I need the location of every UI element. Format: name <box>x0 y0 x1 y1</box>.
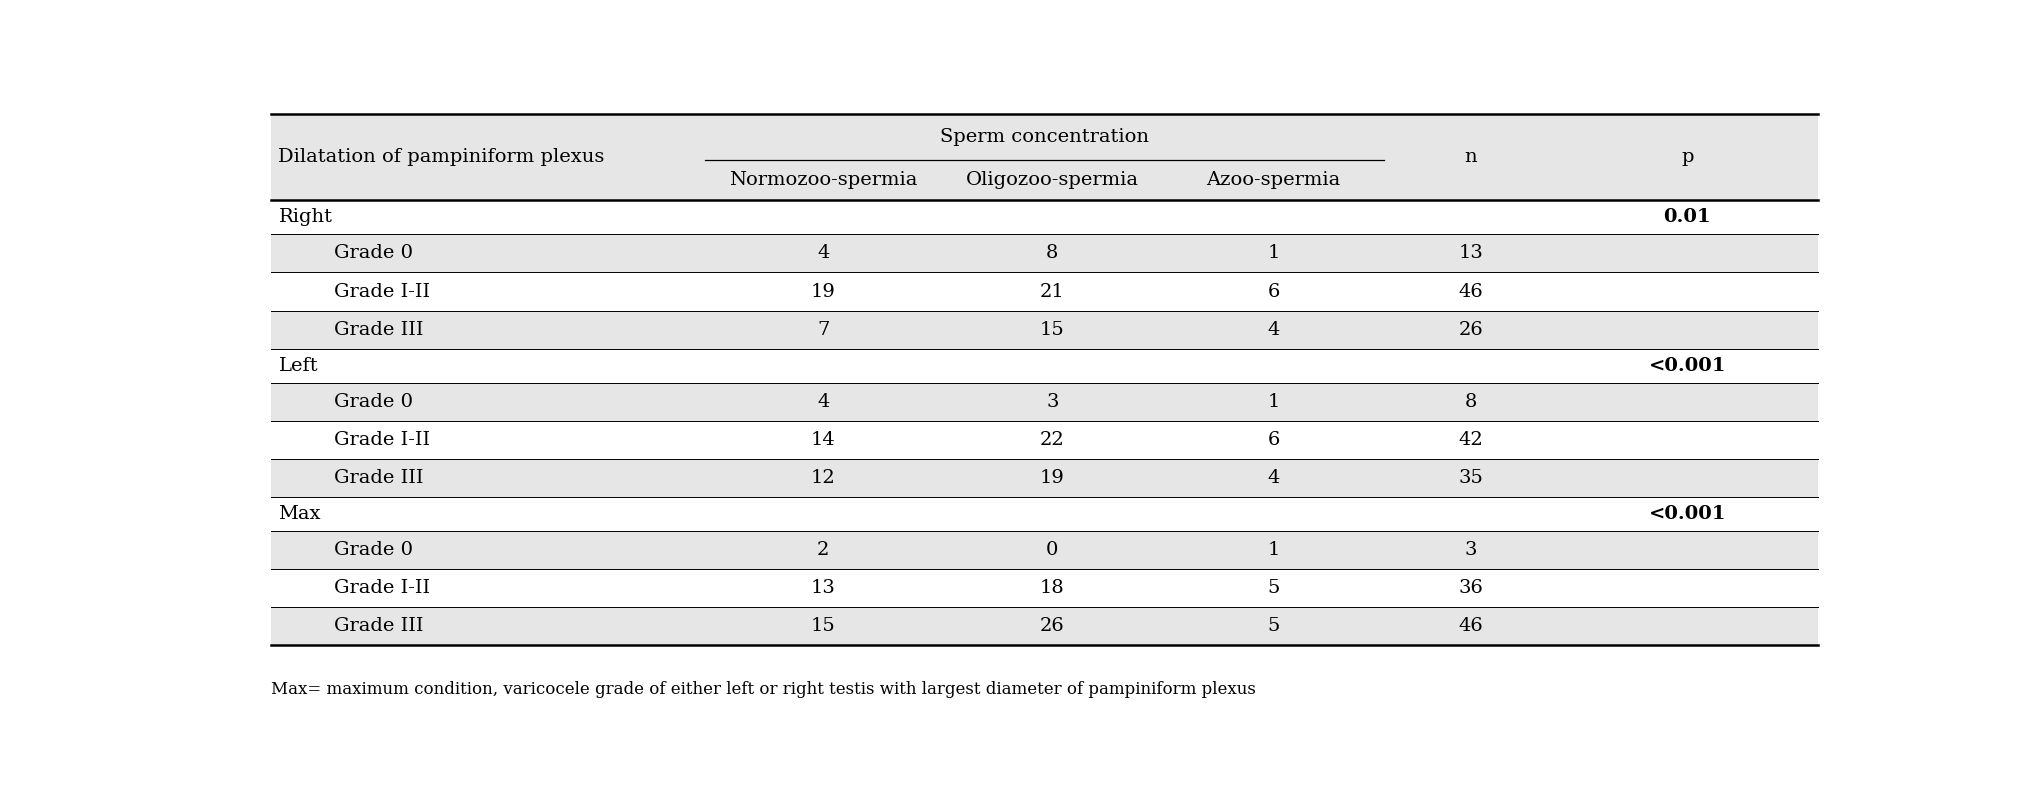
Text: Max= maximum condition, varicocele grade of either left or right testis with lar: Max= maximum condition, varicocele grade… <box>271 681 1255 698</box>
Text: 7: 7 <box>817 320 829 339</box>
Text: Grade 0: Grade 0 <box>334 541 414 559</box>
Text: Grade 0: Grade 0 <box>334 392 414 411</box>
Text: 1: 1 <box>1268 244 1280 262</box>
Text: 5: 5 <box>1268 579 1280 597</box>
Bar <box>271 348 1818 383</box>
Text: Grade III: Grade III <box>334 320 424 339</box>
Text: p: p <box>1681 149 1694 166</box>
Text: 22: 22 <box>1039 431 1064 449</box>
Text: Grade 0: Grade 0 <box>334 244 414 262</box>
Text: 19: 19 <box>1039 469 1064 487</box>
Text: Grade III: Grade III <box>334 617 424 635</box>
Bar <box>271 607 1818 646</box>
Bar <box>271 569 1818 607</box>
Text: Max: Max <box>279 505 320 523</box>
Text: 6: 6 <box>1268 431 1280 449</box>
Text: 4: 4 <box>817 244 829 262</box>
Bar <box>271 421 1818 459</box>
Text: Azoo-spermia: Azoo-spermia <box>1206 172 1341 189</box>
Bar <box>271 531 1818 569</box>
Text: 5: 5 <box>1268 617 1280 635</box>
Text: Oligozoo-spermia: Oligozoo-spermia <box>966 172 1139 189</box>
Bar <box>271 497 1818 531</box>
Bar <box>271 234 1818 272</box>
Text: 46: 46 <box>1459 617 1484 635</box>
Text: 21: 21 <box>1039 283 1064 300</box>
Text: Left: Left <box>279 356 318 375</box>
Text: Dilatation of pampiniform plexus: Dilatation of pampiniform plexus <box>279 149 605 166</box>
Bar <box>271 459 1818 497</box>
Text: Right: Right <box>279 209 332 226</box>
Text: 12: 12 <box>811 469 836 487</box>
Text: 3: 3 <box>1045 392 1058 411</box>
Bar <box>271 311 1818 348</box>
Bar <box>271 161 1818 201</box>
Text: 13: 13 <box>811 579 836 597</box>
Text: 15: 15 <box>1039 320 1064 339</box>
Text: Grade I-II: Grade I-II <box>334 283 430 300</box>
Text: 42: 42 <box>1459 431 1484 449</box>
Text: 26: 26 <box>1039 617 1064 635</box>
Text: 2: 2 <box>817 541 829 559</box>
Text: 35: 35 <box>1459 469 1484 487</box>
Text: 3: 3 <box>1465 541 1478 559</box>
Text: <0.001: <0.001 <box>1649 505 1726 523</box>
Bar <box>271 201 1818 234</box>
Text: 15: 15 <box>811 617 836 635</box>
Text: Grade III: Grade III <box>334 469 424 487</box>
Text: 1: 1 <box>1268 392 1280 411</box>
Text: 1: 1 <box>1268 541 1280 559</box>
Text: 4: 4 <box>817 392 829 411</box>
Text: 0: 0 <box>1045 541 1058 559</box>
Text: Grade I-II: Grade I-II <box>334 579 430 597</box>
Text: 13: 13 <box>1459 244 1484 262</box>
Text: 4: 4 <box>1268 469 1280 487</box>
Text: <0.001: <0.001 <box>1649 356 1726 375</box>
Text: n: n <box>1465 149 1478 166</box>
Text: 26: 26 <box>1459 320 1484 339</box>
Text: 4: 4 <box>1268 320 1280 339</box>
Text: 8: 8 <box>1045 244 1058 262</box>
Text: 36: 36 <box>1459 579 1484 597</box>
Text: 14: 14 <box>811 431 836 449</box>
Bar <box>271 114 1818 161</box>
Text: 6: 6 <box>1268 283 1280 300</box>
Text: 18: 18 <box>1039 579 1064 597</box>
Text: Sperm concentration: Sperm concentration <box>940 129 1149 146</box>
Text: Normozoo-spermia: Normozoo-spermia <box>730 172 917 189</box>
Text: 8: 8 <box>1465 392 1478 411</box>
Text: 19: 19 <box>811 283 836 300</box>
Bar <box>271 272 1818 311</box>
Text: 0.01: 0.01 <box>1663 209 1712 226</box>
Bar <box>271 383 1818 421</box>
Text: Grade I-II: Grade I-II <box>334 431 430 449</box>
Text: 46: 46 <box>1459 283 1484 300</box>
